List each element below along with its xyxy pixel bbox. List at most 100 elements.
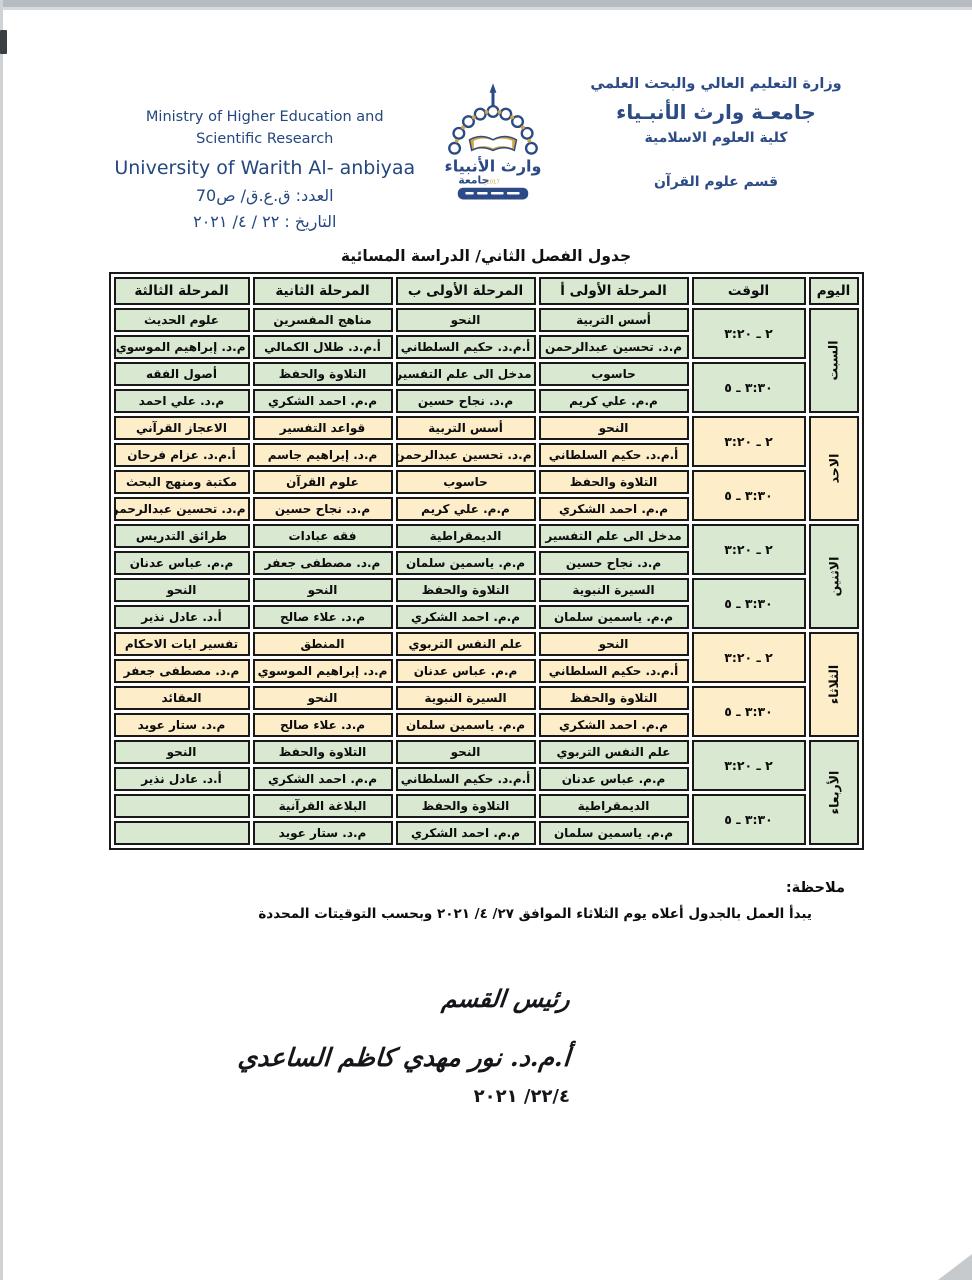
table-row: الثلاثاء ٢ ـ ٣:٢٠ النحو علم النفس التربوي ال… (113, 631, 859, 737)
university-name-ar: جامعـة وارث الأنبـياء (616, 100, 816, 124)
day-label: الاحد (825, 453, 841, 484)
subject-cell: التلاوة والحفظ (252, 361, 393, 386)
teacher-cell: م.م. ياسمين سلمان (538, 820, 689, 845)
day-label: الأربعاء (826, 770, 841, 815)
university-logo-emblem: وارث الأنبياء جامعة 2017 (444, 83, 541, 200)
time-cell: ٢ ـ ٣:٢٠ (691, 739, 806, 791)
table-row: ٣:٣٠ ـ ٥ حاسوب مدخل الى علم التفسير التلاوة… (113, 361, 859, 413)
table-row: م.م. ياسمين سلمان م.م. احمد الشكري م.د. ست… (113, 820, 859, 845)
teacher-cell: م.د. نجاح حسين (252, 496, 393, 521)
teacher-cell (113, 820, 250, 845)
table-row: ٣:٣٠ ـ ٥ السيرة النبوية التلاوة والحفظ النح… (113, 577, 859, 629)
svg-text:2017: 2017 (486, 179, 500, 185)
teacher-cell: أ.د. عادل نذير (113, 604, 250, 629)
schedule-title: جدول الفصل الثاني/ الدراسة المسائية (340, 246, 632, 265)
svg-text:وارث الأنبياء: وارث الأنبياء (444, 157, 541, 176)
svg-text:جامعة: جامعة (458, 173, 489, 186)
subject-cell: النحو (252, 577, 393, 602)
column-header: اليوم (808, 276, 859, 305)
day-label: السبت (825, 340, 841, 381)
column-header: المرحلة الثانية (252, 276, 393, 305)
table-row: الاحد ٢ ـ ٣:٢٠ النحو أسس التربية قواعد التفس… (113, 415, 859, 521)
letterhead: Ministry of Higher Education and Scienti… (0, 0, 972, 231)
subject-cell: مدخل الى علم التفسير (538, 523, 689, 548)
teacher-cell: م.د. إبراهيم الموسوي (113, 334, 250, 359)
time-cell: ٣:٣٠ ـ ٥ (691, 793, 806, 845)
scan-edge-top-light (0, 7, 972, 10)
column-header: المرحلة الأولى ب (395, 276, 536, 305)
subject-cell: السيرة النبوية (538, 577, 689, 602)
schedule-header-row: اليوم الوقت المرحلة الأولى أ المرحلة الأولى… (113, 276, 859, 305)
subject-cell: فقه عبادات (252, 523, 393, 548)
subject-cell: علم النفس التربوي (538, 739, 689, 764)
subject-cell: تفسير ايات الاحكام (113, 631, 250, 656)
teacher-cell: م.د. إبراهيم الموسوي (252, 658, 393, 683)
subject-cell: حاسوب (395, 469, 536, 494)
time-cell: ٣:٣٠ ـ ٥ (691, 469, 806, 521)
table-row: م.م. علي كريم م.د. نجاح حسين م.م. احمد الش… (113, 388, 859, 413)
teacher-cell: م.م. احمد الشكري (538, 496, 689, 521)
table-row: م.م. احمد الشكري م.م. ياسمين سلمان م.د. عل… (113, 712, 859, 737)
ministry-name-en-line1: Ministry of Higher Education and (145, 109, 384, 125)
subject-cell: المنطق (252, 631, 393, 656)
teacher-cell: أ.م.د. حكيم السلطاني (538, 658, 689, 683)
signature-title: رئيس القسم (440, 983, 572, 1013)
teacher-cell: م.د. نجاح حسين (538, 550, 689, 575)
teacher-cell: م.م. ياسمين سلمان (395, 550, 536, 575)
subject-cell: السيرة النبوية (395, 685, 536, 710)
time-cell: ٢ ـ ٣:٢٠ (691, 415, 806, 467)
subject-cell: النحو (538, 415, 689, 440)
time-cell: ٣:٣٠ ـ ٥ (691, 577, 806, 629)
teacher-cell: م.د. مصطفى جعفر (252, 550, 393, 575)
teacher-cell: م.م. احمد الشكري (252, 766, 393, 791)
teacher-cell: أ.م.د. حكيم السلطاني (538, 442, 689, 467)
teacher-cell: أ.م.د. عزام فرحان (113, 442, 250, 467)
subject-cell: التلاوة والحفظ (395, 793, 536, 818)
table-row: م.د. نجاح حسين م.م. ياسمين سلمان م.د. مصطف… (113, 550, 859, 575)
day-cell: الاحد (808, 415, 859, 521)
schedule-table: اليوم الوقت المرحلة الأولى أ المرحلة الأولى… (108, 271, 864, 850)
subject-cell: علم النفس التربوي (395, 631, 536, 656)
subject-cell: النحو (395, 307, 536, 332)
subject-cell: أسس التربية (395, 415, 536, 440)
scan-mark (0, 30, 7, 54)
subject-cell: مناهج المفسرين (252, 307, 393, 332)
subject-cell: التلاوة والحفظ (395, 577, 536, 602)
subject-cell: مكتبة ومنهج البحث (113, 469, 250, 494)
teacher-cell: م.م. علي كريم (538, 388, 689, 413)
subject-cell: أصول الفقه (113, 361, 250, 386)
scan-edge-top (0, 0, 972, 7)
subject-cell: علوم القرآن (252, 469, 393, 494)
subject-cell: النحو (252, 685, 393, 710)
table-row: م.د. تحسين عبدالرحمن أ.م.د. حكيم السلطاني… (113, 334, 859, 359)
subject-cell: التلاوة والحفظ (538, 469, 689, 494)
subject-cell: أسس التربية (538, 307, 689, 332)
teacher-cell: م.د. علي احمد (113, 388, 250, 413)
teacher-cell: م.م. احمد الشكري (395, 820, 536, 845)
teacher-cell: م.م. علي كريم (395, 496, 536, 521)
university-name-en: University of Warith Al- anbiyaa (114, 156, 416, 179)
scan-edge-left (0, 0, 3, 1280)
subject-cell: النحو (113, 577, 250, 602)
signature-date: ٢٢/٤/ ٢٠٢١ (473, 1085, 570, 1107)
subject-cell: النحو (395, 739, 536, 764)
letterhead-english-block: Ministry of Higher Education and Scienti… (108, 70, 422, 231)
teacher-cell: م.م. احمد الشكري (252, 388, 393, 413)
day-cell: الأربعاء (808, 739, 859, 845)
table-row: ٣:٣٠ ـ ٥ الديمقراطية التلاوة والحفظ البلاغة… (113, 793, 859, 845)
column-header: المرحلة الثالثة (113, 276, 250, 305)
teacher-cell: أ.م.د. حكيم السلطاني (395, 766, 536, 791)
table-row: السبت ٢ ـ ٣:٢٠ أسس التربية النحو مناهج المفس… (113, 307, 859, 413)
time-cell: ٢ ـ ٣:٢٠ (691, 307, 806, 359)
day-cell: السبت (808, 307, 859, 413)
subject-cell: علوم الحديث (113, 307, 250, 332)
teacher-cell: م.م. عباس عدنان (395, 658, 536, 683)
ministry-name-en-line2: Scientific Research (196, 131, 334, 148)
column-header: المرحلة الأولى أ (538, 276, 689, 305)
subject-cell: حاسوب (538, 361, 689, 386)
subject-cell: الاعجاز القرآني (113, 415, 250, 440)
teacher-cell: م.م. ياسمين سلمان (538, 604, 689, 629)
teacher-cell: م.م. ياسمين سلمان (395, 712, 536, 737)
teacher-cell: أ.م.د. حكيم السلطاني (395, 334, 536, 359)
table-row: أ.م.د. حكيم السلطاني م.م. عباس عدنان م.د. … (113, 658, 859, 683)
